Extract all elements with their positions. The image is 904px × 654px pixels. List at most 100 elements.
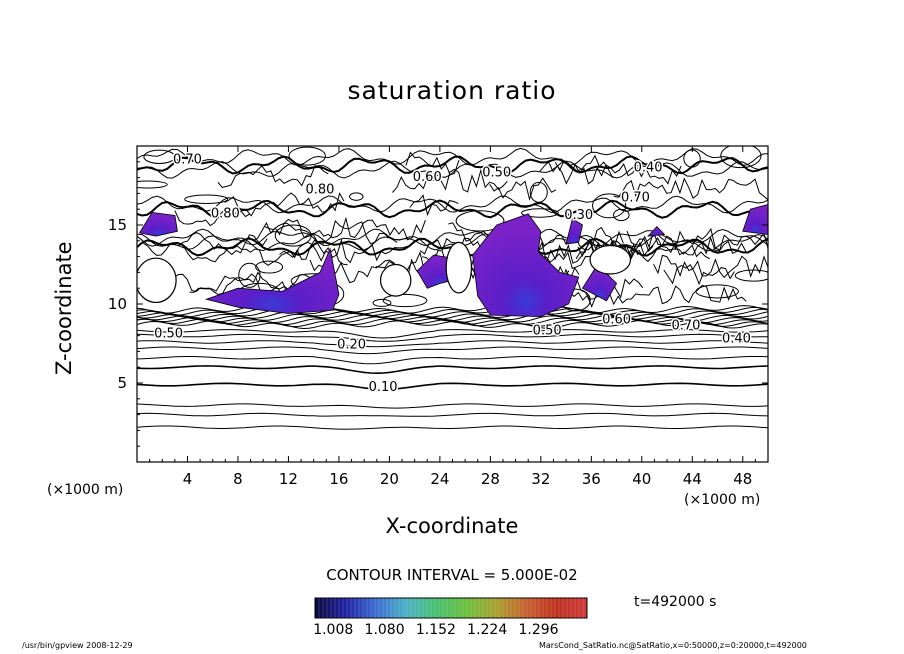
contour-line <box>137 356 768 365</box>
contour-line <box>137 365 768 375</box>
y-tick-label: 5 <box>117 374 127 392</box>
contour-line <box>137 233 768 252</box>
colorbar-tick-label: 1.224 <box>467 622 507 638</box>
contour-line <box>174 209 251 227</box>
x-unit-label-left: (×1000 m) <box>47 482 124 498</box>
x-tick-label: 20 <box>380 470 399 488</box>
contour-loop <box>592 193 627 219</box>
contour-loop <box>137 180 168 189</box>
contour-line <box>663 264 735 286</box>
contour-label: 0.80 <box>211 206 240 221</box>
contour-label: 0.10 <box>369 380 398 395</box>
contour-line <box>137 199 768 219</box>
x-axis-label: X-coordinate <box>385 514 519 538</box>
contour-line <box>179 241 348 266</box>
clear-region <box>445 241 473 294</box>
contour-label: 0.70 <box>173 153 202 168</box>
contour-loop <box>529 181 548 203</box>
contour-label: 0.50 <box>154 327 183 342</box>
x-tick-label: 28 <box>481 470 500 488</box>
contour-line <box>539 226 624 251</box>
contour-interval-label: CONTOUR INTERVAL = 5.000E-02 <box>326 566 578 584</box>
clear-region <box>379 263 412 297</box>
x-unit-label-right: (×1000 m) <box>684 492 761 508</box>
contour-line <box>137 228 768 247</box>
contour-line <box>489 177 557 201</box>
contour-line <box>264 220 398 245</box>
contour-line <box>137 314 768 324</box>
contour-loop <box>521 208 559 218</box>
contour-label: 0.80 <box>306 183 335 198</box>
contour-line <box>137 340 768 348</box>
supersaturated-region <box>472 213 580 318</box>
clear-region <box>589 244 632 275</box>
colorbar-tick-label: 1.152 <box>416 622 456 638</box>
contour-loop <box>143 149 176 164</box>
contour-line <box>137 333 768 342</box>
contour-line <box>137 155 768 175</box>
contour-line <box>248 216 426 242</box>
contour-label: 0.60 <box>602 312 631 327</box>
clear-region <box>137 257 177 304</box>
plot-area: 0.10 0.20 0.40 0.50 0.60 0.70 0.50 0.40 0.50 0.60… <box>137 146 768 430</box>
supersaturated-region <box>565 218 583 245</box>
contour-loop <box>184 194 229 204</box>
contour-line <box>626 227 768 251</box>
contour-label: 0.40 <box>634 161 663 176</box>
contour-line <box>137 346 768 355</box>
contour-line <box>405 151 460 176</box>
contour-loop <box>255 260 284 274</box>
x-tick-label: 8 <box>233 470 243 488</box>
contour-loop <box>613 208 630 222</box>
footer-program-date: /usr/bin/gpview 2008-12-29 <box>22 641 133 650</box>
x-tick-label: 44 <box>683 470 702 488</box>
contour-loop <box>455 210 505 232</box>
contour-loop <box>720 146 762 169</box>
x-tick-label: 12 <box>279 470 298 488</box>
y-tick-label: 15 <box>108 216 127 234</box>
colorbar: 1.008 1.080 1.152 1.224 1.296 <box>313 597 588 638</box>
contour-label: 0.70 <box>671 319 700 334</box>
supersaturated-region <box>647 226 666 237</box>
supersaturated-region <box>205 247 340 314</box>
contour-loop <box>349 192 364 201</box>
x-tick-label: 16 <box>329 470 348 488</box>
contour-line <box>577 238 654 260</box>
contour-line <box>137 382 768 391</box>
contour-label: 0.70 <box>621 191 650 206</box>
contour-label: 0.50 <box>533 323 562 338</box>
supersaturated-region <box>742 204 768 235</box>
contour-label: 0.50 <box>482 165 511 180</box>
supersaturated-region <box>138 211 178 237</box>
contour-line <box>613 177 768 201</box>
contour-line <box>137 403 768 409</box>
x-tick-label: 36 <box>582 470 601 488</box>
contour-label: 0.60 <box>413 170 442 185</box>
contour-loop <box>734 269 768 282</box>
contour-line <box>137 412 768 417</box>
x-tick-label: 32 <box>531 470 550 488</box>
y-tick-label: 10 <box>108 295 127 313</box>
contour-label: 0.40 <box>722 331 751 346</box>
contour-line <box>137 147 768 167</box>
contour-loop <box>288 146 326 166</box>
contour-label: 0.20 <box>337 338 366 353</box>
x-tick-label: 24 <box>430 470 449 488</box>
time-label: t=492000 s <box>634 594 717 610</box>
contour-loop <box>238 262 261 288</box>
contour-line <box>653 254 768 279</box>
contour-line <box>137 308 768 318</box>
contour-label: 0.30 <box>564 208 593 223</box>
footer-data-source: MarsCond_SatRatio.nc@SatRatio,x=0:50000,… <box>539 641 807 650</box>
contour-line <box>392 168 508 193</box>
contour-line <box>137 304 768 314</box>
contour-line <box>137 195 768 214</box>
contour-line <box>217 164 329 188</box>
contour-loop <box>372 298 392 307</box>
colorbar-tick-label: 1.080 <box>365 622 405 638</box>
colorbar-tick-label: 1.296 <box>519 622 559 638</box>
contour-line <box>189 273 314 297</box>
y-axis-label: Z-coordinate <box>52 241 76 375</box>
contour-line <box>224 192 345 217</box>
